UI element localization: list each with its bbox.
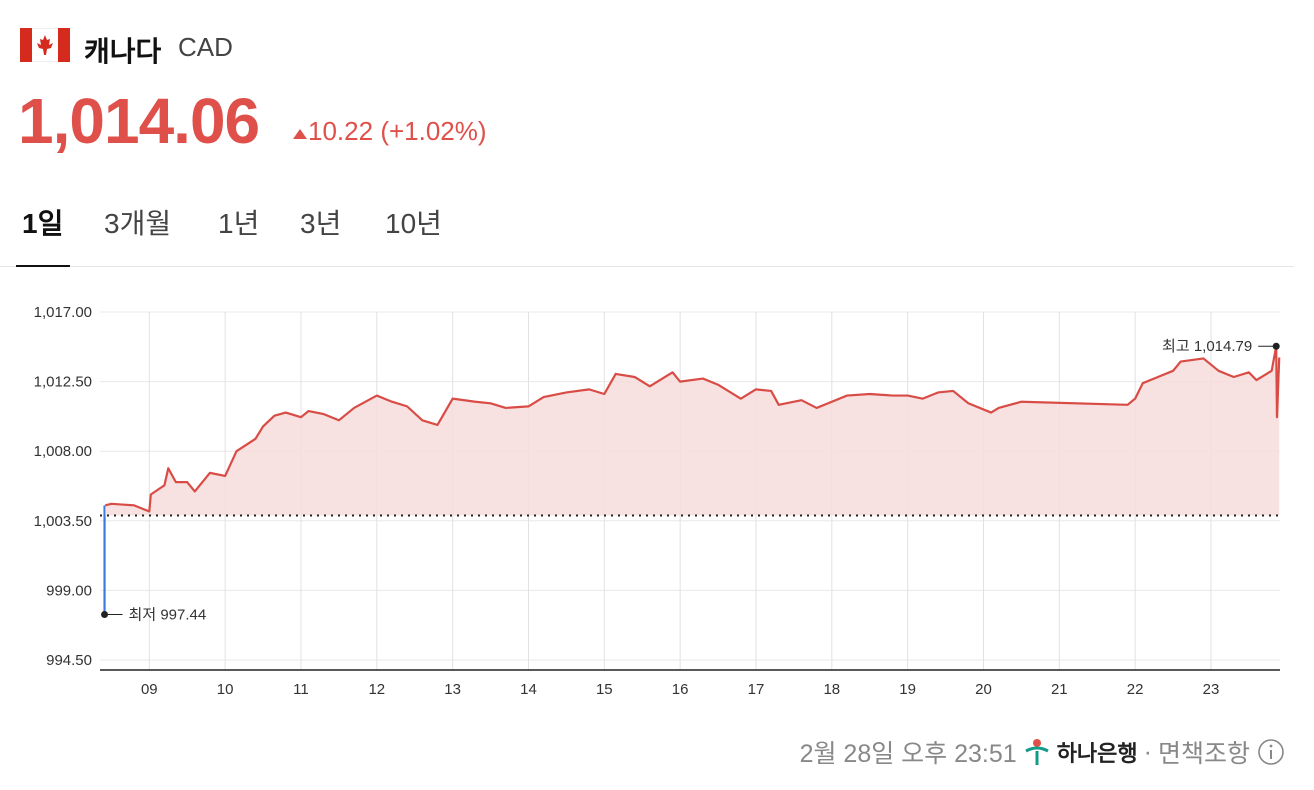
up-arrow: [293, 129, 307, 139]
info-icon[interactable]: [1256, 737, 1286, 767]
y-tick-label: 1,017.00: [34, 304, 92, 321]
x-tick-label: 13: [444, 681, 461, 698]
x-tick-label: 19: [899, 681, 916, 698]
price-change: 10.22 (+1.02%): [292, 116, 487, 147]
footer: 2월 28일 오후 23:51 하나은행 · 면책조항: [800, 734, 1286, 770]
y-tick-label: 1,012.50: [34, 374, 92, 391]
area: [105, 346, 1280, 516]
tab[interactable]: 3년: [300, 208, 342, 239]
y-tick-label: 994.50: [46, 652, 92, 669]
tab[interactable]: 1년: [218, 208, 260, 239]
x-tick-label: 11: [293, 681, 309, 698]
x-tick-label: 23: [1203, 681, 1220, 698]
currency-code: CAD: [178, 32, 233, 62]
x-tick-label: 22: [1127, 681, 1144, 698]
x-tick-label: 09: [141, 681, 158, 698]
annotation-value: 997.44: [160, 606, 206, 623]
tab[interactable]: 3개월: [104, 208, 172, 239]
tabs: 1일 3개월 1년 3년 10년: [0, 196, 1294, 267]
x-tick-label: 10: [217, 681, 234, 698]
x-tick-label: 17: [748, 681, 765, 698]
annotation-label: 최저: [129, 606, 157, 623]
x-tick-label: 16: [672, 681, 689, 698]
x-tick-label: 21: [1051, 681, 1068, 698]
tab[interactable]: 1일: [22, 208, 64, 239]
tab-underline: [16, 265, 70, 267]
price: 1,014.06: [18, 85, 260, 157]
annotation-value: 1,014.79: [1194, 338, 1252, 355]
x-tick-label: 18: [823, 681, 840, 698]
timestamp: 2월 28일 오후 23:51: [799, 740, 1017, 768]
annotation: 최고 1,014.79: [1162, 338, 1252, 355]
disclaimer[interactable]: 면책조항: [1157, 740, 1250, 768]
x-tick-label: 15: [596, 681, 613, 698]
bank-name: 하나은행: [1056, 741, 1138, 766]
currency-name: 캐나다: [84, 36, 162, 67]
annotation: 최저 997.44: [129, 606, 207, 623]
y-tick-label: 1,003.50: [34, 513, 92, 530]
x-tick-label: 20: [975, 681, 992, 698]
bank-logo: [1024, 739, 1049, 765]
change-pct: (+1.02%): [380, 116, 487, 146]
line: [105, 345, 1281, 513]
separator: ·: [1143, 737, 1152, 766]
change: 10.22: [308, 116, 374, 146]
y-tick-label: 1,008.00: [34, 443, 92, 460]
y-tick-label: 999.00: [46, 582, 92, 599]
annotation-label: 최고: [1162, 338, 1190, 355]
flag: [20, 28, 70, 62]
x-tick-label: 12: [368, 681, 385, 698]
chart: 994.50 999.00 1,003.50 1,008.00 1,012.50 1,01…: [34, 304, 1281, 698]
x-tick-label: 14: [520, 681, 537, 698]
tab[interactable]: 10년: [385, 208, 442, 239]
